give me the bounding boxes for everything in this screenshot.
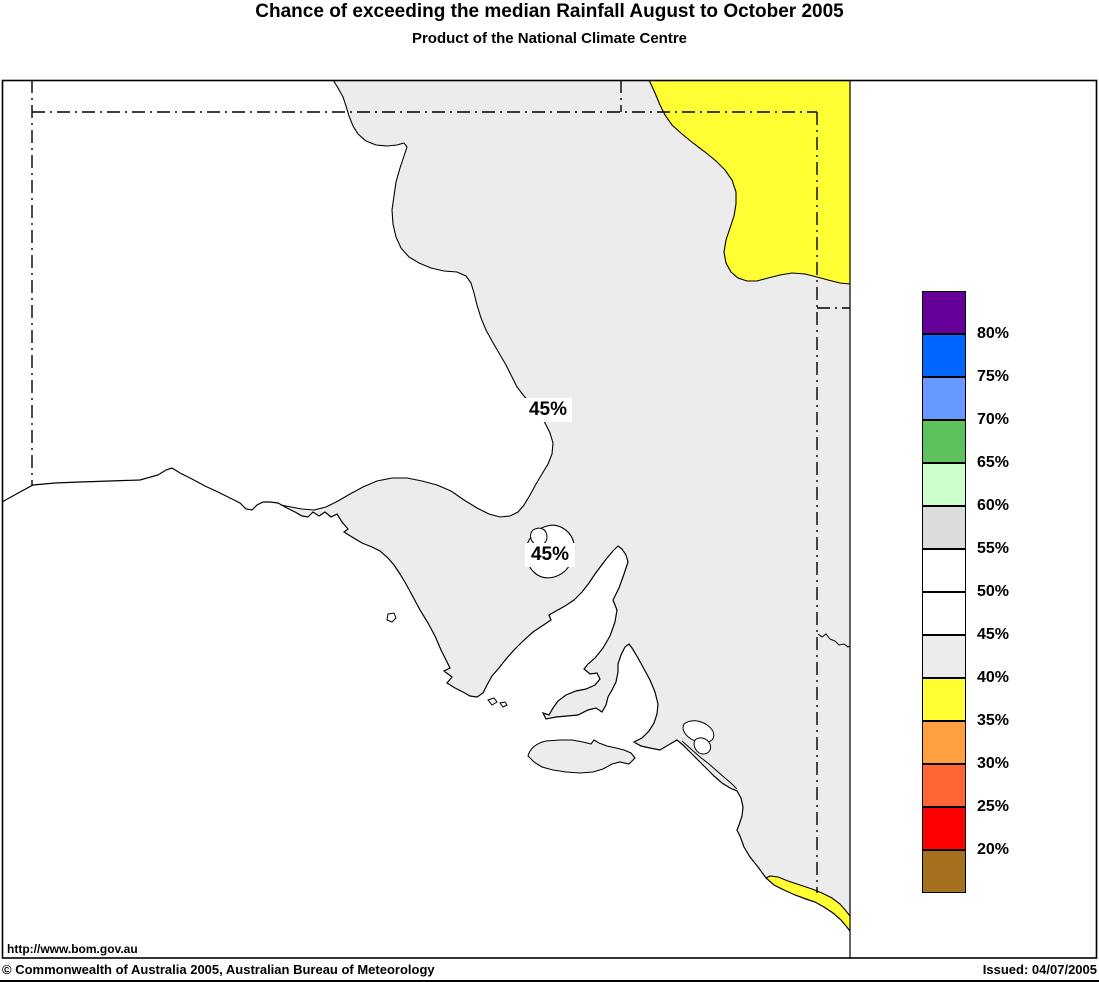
legend-boundary-label: 65% [977, 454, 1010, 471]
region-45-50pct [2, 80, 553, 517]
island-eyre-tip-1 [487, 697, 498, 706]
issued-date-text: Issued: 04/07/2005 [982, 962, 1097, 977]
murray-river [817, 633, 851, 648]
legend-swatch [922, 721, 966, 764]
legend-boundary-label: 30% [977, 755, 1010, 772]
legend-boundary-label: 40% [977, 669, 1010, 686]
contour-35-40pct-southeast [765, 875, 851, 917]
contour-label-45pct-south: 45% [525, 543, 575, 567]
map-frame-border [1, 79, 1098, 959]
coastline [1, 467, 851, 932]
legend-boundary-label: 35% [977, 712, 1010, 729]
legend-boundary-label: 75% [977, 368, 1010, 385]
region-35-40pct-northeast [649, 80, 850, 284]
legend-boundary-label: 55% [977, 540, 1010, 557]
legend-swatch [922, 549, 966, 592]
bottom-rule [0, 980, 1099, 982]
legend-swatch [922, 635, 966, 678]
state-borders [31, 80, 850, 893]
island-eyre-tip-2 [499, 701, 508, 708]
legend-swatch [922, 506, 966, 549]
page-title: Chance of exceeding the median Rainfall … [255, 1, 844, 22]
bom-url-label: http://www.bom.gov.au [7, 942, 138, 956]
legend-swatch [922, 764, 966, 807]
contour-45pct-main [280, 79, 554, 518]
legend-swatch [922, 377, 966, 420]
legend-boundary-label: 60% [977, 497, 1010, 514]
legend-boundary-label: 50% [977, 583, 1010, 600]
island-nuyts [386, 612, 397, 623]
copyright-text: © Commonwealth of Australia 2005, Austra… [2, 962, 435, 977]
contour-label-45pct-north: 45% [524, 398, 572, 422]
legend-swatch [922, 850, 966, 893]
legend-swatch [922, 463, 966, 506]
legend-swatch [922, 420, 966, 463]
contour-35-40pct-northeast [648, 79, 851, 285]
legend-swatch [922, 807, 966, 850]
legend-boundary-label: 45% [977, 626, 1010, 643]
legend-swatch [922, 678, 966, 721]
legend-swatch [922, 334, 966, 377]
legend-boundary-label: 25% [977, 798, 1010, 815]
page-subtitle: Product of the National Climate Centre [411, 30, 688, 47]
legend-swatch [922, 291, 966, 334]
coorong-lagoon-line [681, 740, 738, 790]
legend-boundary-label: 70% [977, 411, 1010, 428]
legend-boundary-label: 80% [977, 325, 1010, 342]
legend-boundary-label: 20% [977, 841, 1010, 858]
kangaroo-island [527, 739, 636, 774]
legend-swatch [922, 592, 966, 635]
region-35-40pct-southeast [766, 876, 850, 931]
lake-albert [693, 737, 712, 755]
lake-alexandrina [682, 720, 715, 743]
